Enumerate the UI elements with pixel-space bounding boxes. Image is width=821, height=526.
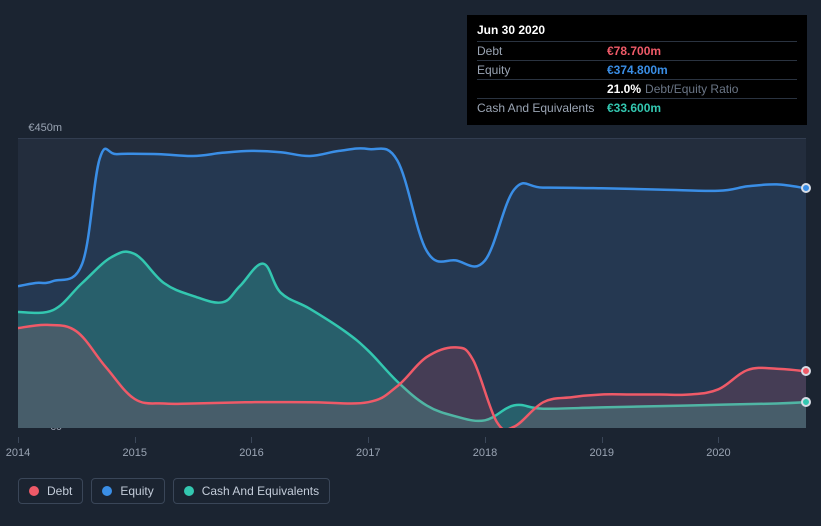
x-tick-mark [368,437,369,443]
chart-svg [18,138,806,428]
legend-swatch [29,486,39,496]
tooltip-row: 21.0% Debt/Equity Ratio [477,79,797,98]
tooltip-row: Debt€78.700m [477,41,797,60]
x-axis: 2014201520162017201820192020 [18,437,806,467]
tooltip-row-value: €374.800m [607,63,668,77]
x-tick-label: 2017 [356,447,380,459]
tooltip-date: Jun 30 2020 [477,21,797,41]
tooltip-row: Cash And Equivalents€33.600m [477,98,797,117]
x-tick-label: 2018 [473,447,497,459]
series-end-marker [801,183,811,193]
x-tick-mark [602,437,603,443]
x-tick-mark [485,437,486,443]
legend-item[interactable]: Debt [18,478,83,504]
x-tick-label: 2019 [589,447,613,459]
tooltip-row-label: Equity [477,63,607,77]
tooltip-row-suffix: Debt/Equity Ratio [645,82,738,96]
x-tick-label: 2015 [122,447,146,459]
y-axis-label-max: €450m [18,122,62,134]
legend-label: Cash And Equivalents [202,484,319,498]
legend-label: Debt [47,484,72,498]
tooltip-row-value: 21.0% [607,82,641,96]
x-tick-label: 2020 [706,447,730,459]
plot-area[interactable] [18,138,806,428]
x-tick-label: 2016 [239,447,263,459]
tooltip-panel: Jun 30 2020 Debt€78.700mEquity€374.800m2… [467,15,807,125]
x-tick-mark [18,437,19,443]
x-tick-mark [718,437,719,443]
legend-item[interactable]: Cash And Equivalents [173,478,330,504]
tooltip-row-value: €78.700m [607,44,661,58]
tooltip-row-value: €33.600m [607,101,661,115]
tooltip-row-label: Cash And Equivalents [477,101,607,115]
x-tick-mark [135,437,136,443]
legend: Debt Equity Cash And Equivalents [18,478,330,504]
tooltip-row-label: Debt [477,44,607,58]
legend-label: Equity [120,484,153,498]
chart-container: Jun 30 2020 Debt€78.700mEquity€374.800m2… [0,0,821,526]
legend-item[interactable]: Equity [91,478,164,504]
tooltip-row: Equity€374.800m [477,60,797,79]
series-end-marker [801,366,811,376]
tooltip-row-label [477,82,607,96]
legend-swatch [184,486,194,496]
x-tick-label: 2014 [6,447,30,459]
legend-swatch [102,486,112,496]
series-end-marker [801,397,811,407]
x-tick-mark [251,437,252,443]
